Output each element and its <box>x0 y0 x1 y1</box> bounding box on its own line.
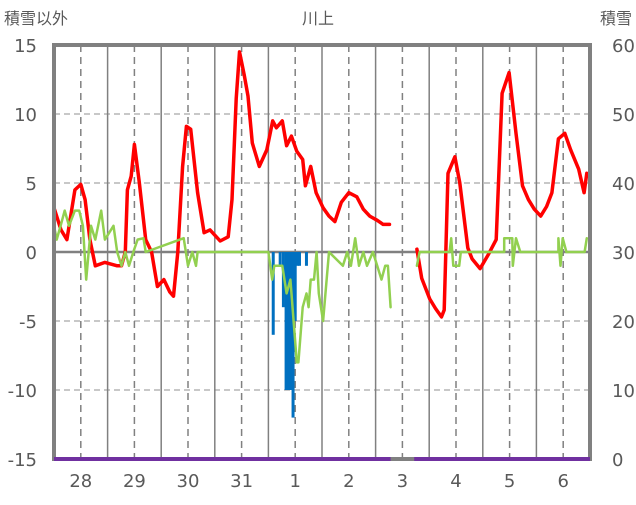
y2-tick-label: 50 <box>612 105 635 126</box>
snowfall-bar <box>278 252 282 266</box>
x-tick-label: 29 <box>123 471 146 492</box>
y2-tick-label: 40 <box>612 174 635 195</box>
series-red-line <box>415 70 589 319</box>
y-tick-label: 15 <box>14 36 37 57</box>
series-green-line <box>52 209 392 364</box>
x-tick-label: 5 <box>504 471 515 492</box>
x-tick-label: 2 <box>343 471 354 492</box>
snowfall-bar <box>289 252 293 390</box>
snowfall-bar <box>293 252 297 321</box>
snowfall-bar <box>271 252 275 335</box>
snowfall-bar <box>304 252 308 266</box>
x-tick-label: 4 <box>450 471 461 492</box>
y-axis-right-label: 積雪 <box>600 9 632 28</box>
y-axis-left-label: 積雪以外 <box>4 9 68 28</box>
snowfall-bar <box>284 252 288 390</box>
chart-title: 川上 <box>302 9 334 28</box>
snowfall-bar <box>286 252 290 390</box>
y2-tick-label: 60 <box>612 36 635 57</box>
y2-tick-label: 10 <box>612 381 635 402</box>
x-tick-label: 3 <box>397 471 408 492</box>
y2-tick-label: 30 <box>612 243 635 264</box>
series-red-line <box>52 50 392 298</box>
y2-tick-label: 20 <box>612 312 635 333</box>
y-tick-label: -10 <box>8 381 37 402</box>
x-tick-label: 31 <box>230 471 253 492</box>
x-tick-label: 28 <box>69 471 92 492</box>
snowfall-bar <box>297 252 301 266</box>
series-green-line <box>415 236 589 268</box>
x-tick-label: 30 <box>177 471 200 492</box>
y-tick-label: 10 <box>14 105 37 126</box>
y2-tick-label: 0 <box>612 450 623 471</box>
y-tick-label: -5 <box>19 312 37 333</box>
snowfall-bar <box>295 252 299 266</box>
x-tick-label: 1 <box>289 471 300 492</box>
x-tick-label: 6 <box>557 471 568 492</box>
y-tick-label: 0 <box>26 243 37 264</box>
y-tick-label: -15 <box>8 450 37 471</box>
bars-layer <box>271 252 308 418</box>
snowfall-bar <box>291 252 295 418</box>
y-tick-label: 5 <box>26 174 37 195</box>
